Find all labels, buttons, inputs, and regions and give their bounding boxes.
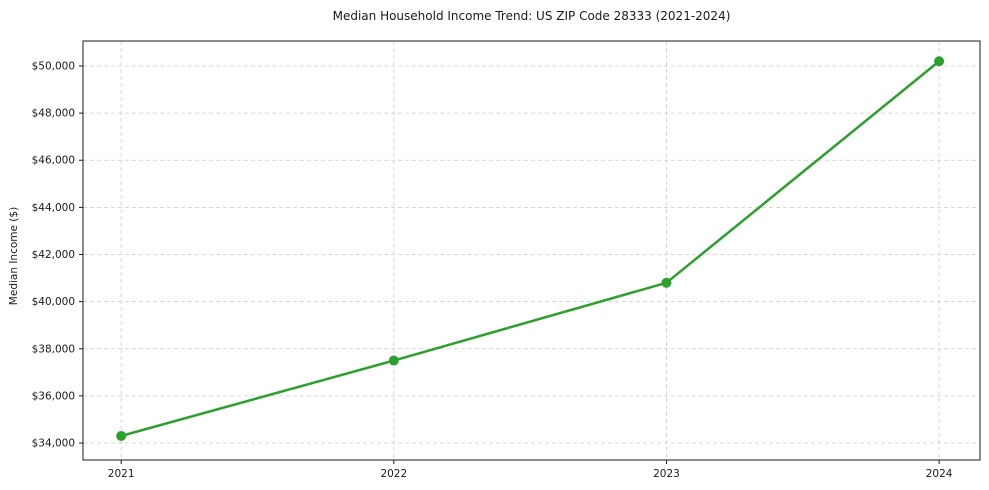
data-point-2024 [934, 56, 945, 67]
y-tick-label: $50,000 [32, 60, 75, 72]
x-tick-label: 2024 [926, 468, 953, 480]
y-tick-label: $38,000 [32, 343, 75, 355]
trend-line [119, 60, 941, 438]
y-tick-label: $40,000 [32, 296, 75, 308]
x-tick-label: 2023 [653, 468, 680, 480]
plot-border [82, 40, 981, 461]
x-tick-label: 2022 [380, 468, 407, 480]
x-tick-label: 2021 [108, 468, 135, 480]
y-tick-label: $34,000 [32, 438, 75, 450]
y-tick-label: $36,000 [32, 390, 75, 402]
data-point-2023 [661, 277, 672, 288]
axis-ticks [79, 65, 940, 464]
chart-title: Median Household Income Trend: US ZIP Co… [332, 9, 731, 23]
data-point-2022 [388, 355, 399, 366]
y-tick-label: $44,000 [32, 202, 75, 214]
y-tick-label: $48,000 [32, 108, 75, 120]
y-tick-label: $42,000 [32, 249, 75, 261]
gridlines [83, 41, 980, 460]
data-point-2021 [116, 430, 127, 441]
y-tick-label: $46,000 [32, 155, 75, 167]
